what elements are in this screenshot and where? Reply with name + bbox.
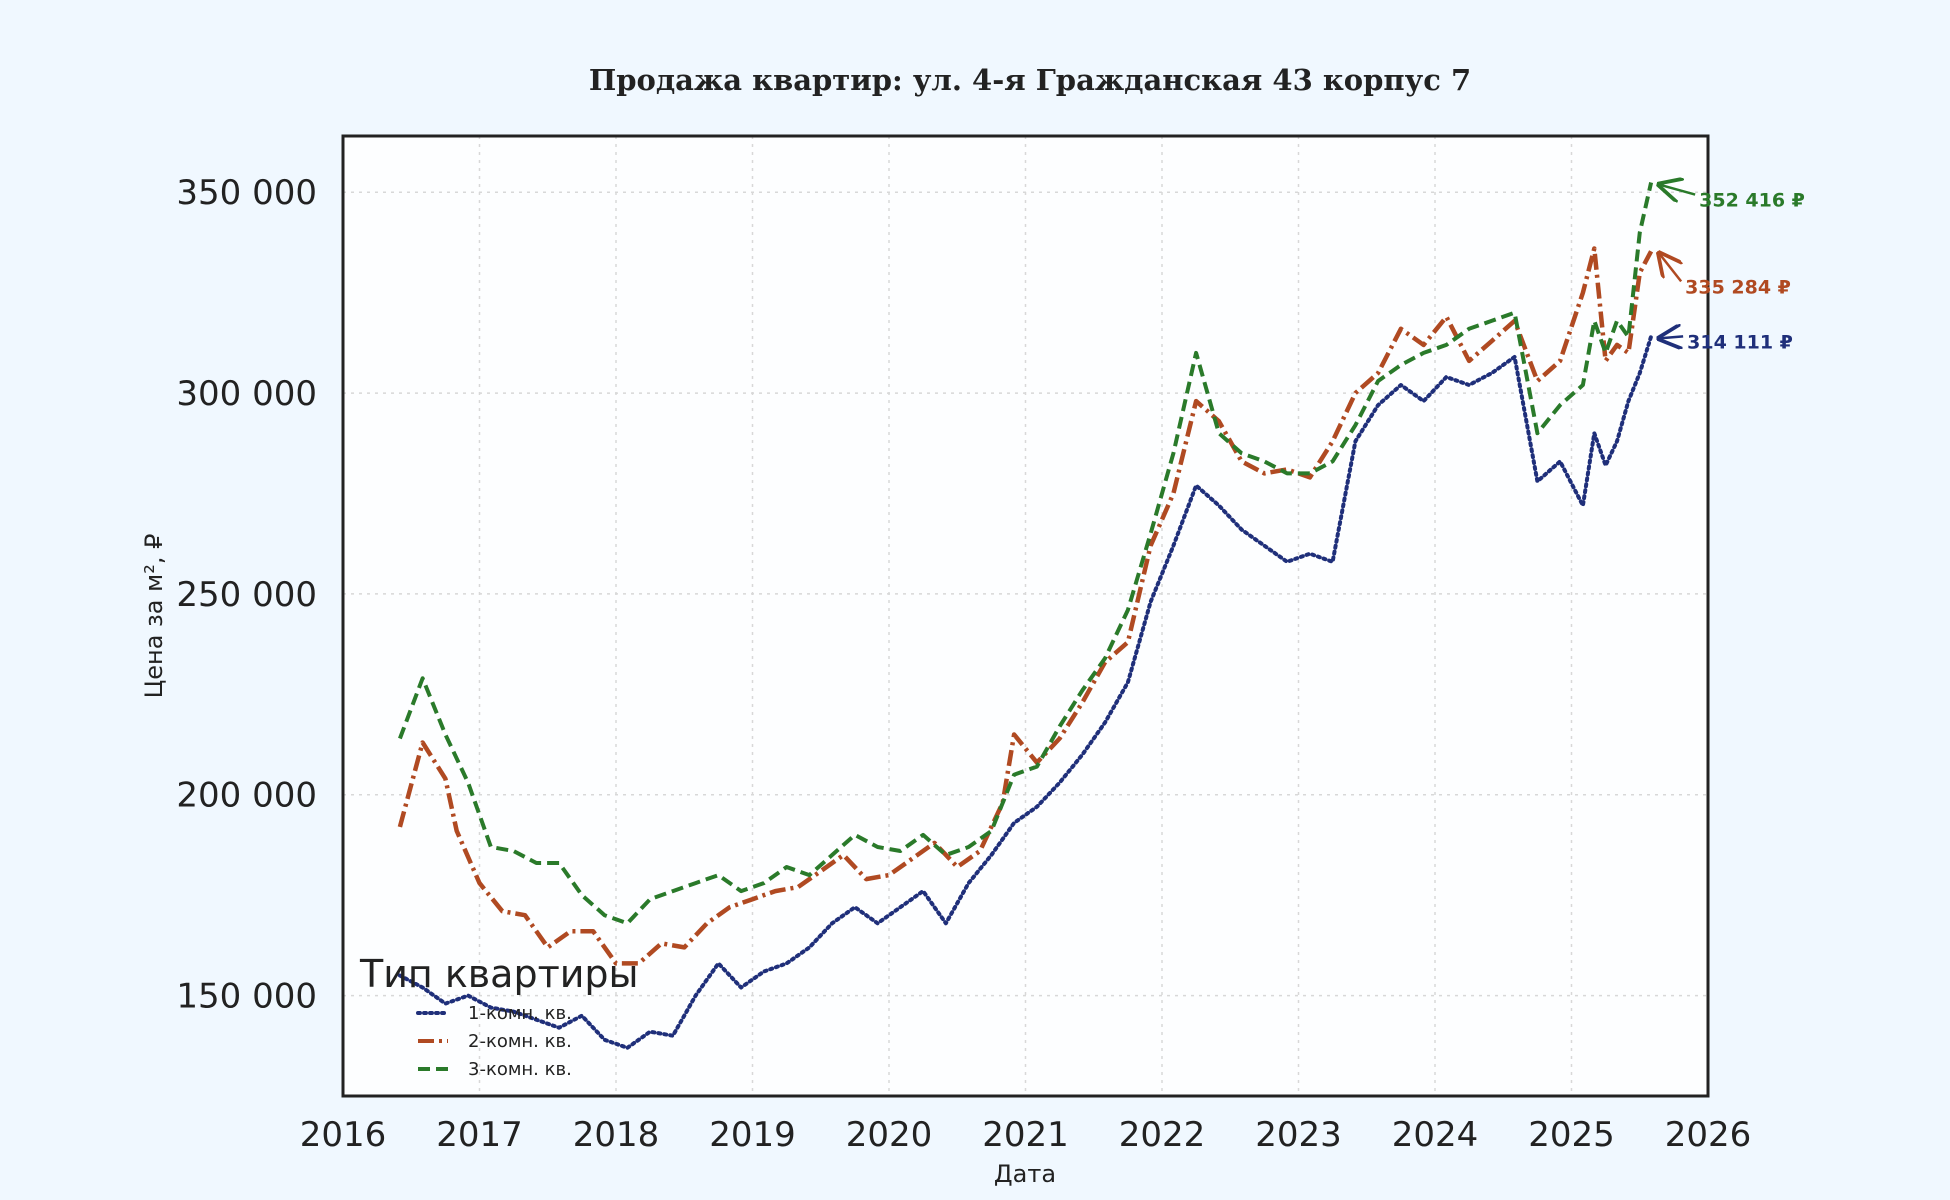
annotation-label: 352 416 ₽ — [1699, 190, 1805, 212]
legend-item-label: 1-комн. кв. — [468, 1003, 572, 1024]
y-tick-label: 150 000 — [176, 977, 317, 1017]
annotation-arrow — [1659, 336, 1684, 338]
annotation-label: 335 284 ₽ — [1685, 276, 1791, 298]
legend: Тип квартиры 1-комн. кв. 2-комн. кв. 3-ком… — [359, 952, 639, 1080]
x-axis-label: Дата — [994, 1160, 1056, 1188]
x-tick-label: 2025 — [1528, 1115, 1615, 1155]
x-tick-label: 2019 — [709, 1115, 796, 1155]
x-tick-label: 2024 — [1392, 1115, 1479, 1155]
legend-items: 1-комн. кв. 2-комн. кв. 3-комн. кв. — [416, 1003, 572, 1080]
y-tick-label: 200 000 — [176, 776, 317, 816]
series-line-1 — [397, 334, 1654, 1050]
x-tick-label: 2023 — [1255, 1115, 1342, 1155]
y-axis-label: Цена за м², ₽ — [140, 534, 168, 699]
y-tick-label: 250 000 — [176, 575, 317, 615]
annotation-arrow — [1659, 253, 1681, 283]
y-axis-ticks: 150 000 200 000 250 000 300 000 350 000 — [176, 173, 317, 1016]
annotation-label: 314 111 ₽ — [1687, 331, 1793, 353]
grid-lines — [343, 136, 1708, 1096]
annotation-arrow — [1659, 185, 1696, 195]
x-axis-ticks: 2016 2017 2018 2019 2020 2021 2022 2023 2024 2025… — [300, 1115, 1752, 1155]
legend-title: Тип квартиры — [359, 952, 639, 996]
x-tick-label: 2016 — [300, 1115, 387, 1155]
legend-item-label: 2-комн. кв. — [468, 1031, 572, 1052]
x-tick-label: 2020 — [846, 1115, 933, 1155]
annotations: 352 416 ₽ 335 284 ₽ 314 111 ₽ — [1659, 185, 1805, 353]
y-tick-label: 300 000 — [176, 374, 317, 414]
x-tick-label: 2021 — [982, 1115, 1069, 1155]
x-tick-label: 2017 — [436, 1115, 523, 1155]
x-tick-label: 2022 — [1119, 1115, 1206, 1155]
series-layer — [397, 182, 1654, 1050]
series-line-3 — [398, 182, 1654, 926]
chart-title: Продажа квартир: ул. 4-я Гражданская 43 … — [589, 63, 1471, 97]
legend-item-label: 3-комн. кв. — [468, 1059, 572, 1080]
plot-frame — [341, 134, 1710, 1098]
x-tick-label: 2018 — [573, 1115, 660, 1155]
y-tick-label: 350 000 — [176, 173, 317, 213]
x-tick-label: 2026 — [1665, 1115, 1752, 1155]
